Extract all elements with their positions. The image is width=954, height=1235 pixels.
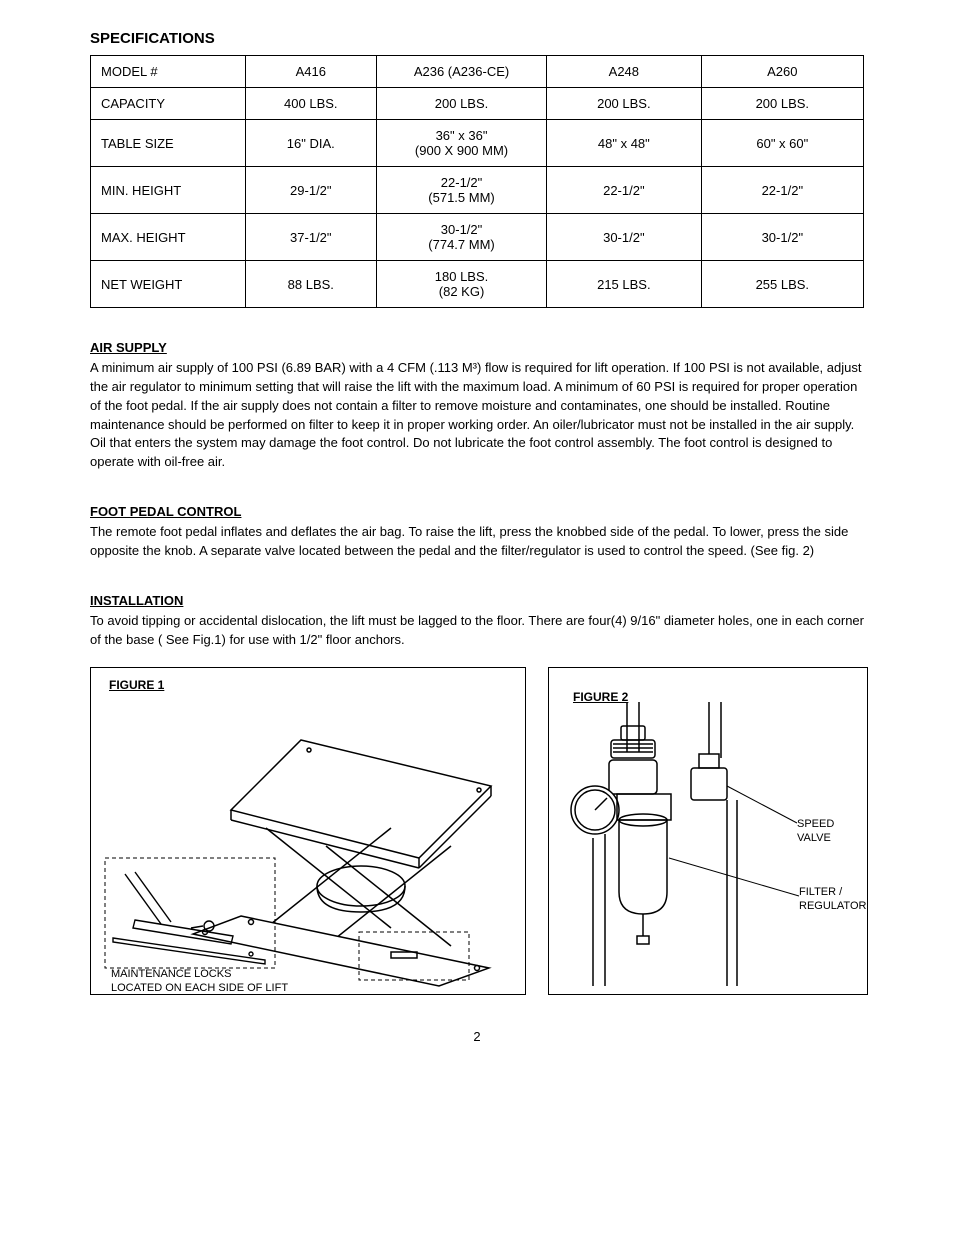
table-header-row: MODEL # A416 A236 (A236-CE) A248 A260 bbox=[91, 56, 864, 88]
section-head-foot-pedal: FOOT PEDAL CONTROL bbox=[90, 504, 864, 519]
figure-2-speed-valve-label-right: SPEED VALVE bbox=[797, 818, 834, 844]
table-cell: 180 LBS. (82 KG) bbox=[377, 261, 547, 308]
table-row: TABLE SIZE 16" DIA. 36" x 36" (900 X 900… bbox=[91, 120, 864, 167]
table-cell: 200 LBS. bbox=[377, 88, 547, 120]
table-cell: 200 LBS. bbox=[547, 88, 702, 120]
table-rowhead: TABLE SIZE bbox=[91, 120, 246, 167]
table-rowhead: NET WEIGHT bbox=[91, 261, 246, 308]
table-header-cell: A416 bbox=[245, 56, 376, 88]
table-cell: 29-1/2" bbox=[245, 167, 376, 214]
table-cell: 48" x 48" bbox=[547, 120, 702, 167]
table-row: CAPACITY 400 LBS. 200 LBS. 200 LBS. 200 … bbox=[91, 88, 864, 120]
table-cell: 215 LBS. bbox=[547, 261, 702, 308]
table-header-cell: A260 bbox=[701, 56, 863, 88]
table-row: NET WEIGHT 88 LBS. 180 LBS. (82 KG) 215 … bbox=[91, 261, 864, 308]
figure-1-box: FIGURE 1 bbox=[90, 667, 526, 995]
page-number: 2 bbox=[90, 1029, 864, 1044]
table-cell: 22-1/2" bbox=[547, 167, 702, 214]
figure-1-drawing bbox=[91, 668, 527, 996]
figure-2-label: FIGURE 2 bbox=[573, 690, 628, 704]
table-rowhead: MIN. HEIGHT bbox=[91, 167, 246, 214]
table-row: MAX. HEIGHT 37-1/2" 30-1/2" (774.7 MM) 3… bbox=[91, 214, 864, 261]
table-cell: 37-1/2" bbox=[245, 214, 376, 261]
table-cell: 400 LBS. bbox=[245, 88, 376, 120]
figure-row: FIGURE 1 bbox=[90, 667, 864, 995]
table-header-cell: MODEL # bbox=[91, 56, 246, 88]
section-body-air-supply: A minimum air supply of 100 PSI (6.89 BA… bbox=[90, 359, 864, 472]
table-cell: 255 LBS. bbox=[701, 261, 863, 308]
section-body-installation: To avoid tipping or accidental dislocati… bbox=[90, 612, 864, 650]
section-head-air-supply: AIR SUPPLY bbox=[90, 340, 864, 355]
table-cell: 200 LBS. bbox=[701, 88, 863, 120]
table-cell: 60" x 60" bbox=[701, 120, 863, 167]
table-header-cell: A248 bbox=[547, 56, 702, 88]
figure-1-detail-caption: MAINTENANCE LOCKS LOCATED ON EACH SIDE O… bbox=[111, 968, 288, 994]
table-cell: 88 LBS. bbox=[245, 261, 376, 308]
table-cell: 22-1/2" (571.5 MM) bbox=[377, 167, 547, 214]
figure-2-box: FIGURE 2 bbox=[548, 667, 868, 995]
figure-2-regulator-label: FILTER / REGULATOR bbox=[799, 886, 866, 912]
spec-table: MODEL # A416 A236 (A236-CE) A248 A260 CA… bbox=[90, 55, 864, 308]
section-body-foot-pedal: The remote foot pedal inflates and defla… bbox=[90, 523, 864, 561]
table-rowhead: MAX. HEIGHT bbox=[91, 214, 246, 261]
table-cell: 30-1/2" bbox=[547, 214, 702, 261]
table-header-cell: A236 (A236-CE) bbox=[377, 56, 547, 88]
table-cell: 30-1/2" bbox=[701, 214, 863, 261]
figure-1-label: FIGURE 1 bbox=[109, 678, 164, 692]
table-cell: 16" DIA. bbox=[245, 120, 376, 167]
page-title: SPECIFICATIONS bbox=[90, 30, 864, 47]
table-rowhead: CAPACITY bbox=[91, 88, 246, 120]
table-cell: 36" x 36" (900 X 900 MM) bbox=[377, 120, 547, 167]
table-cell: 30-1/2" (774.7 MM) bbox=[377, 214, 547, 261]
table-cell: 22-1/2" bbox=[701, 167, 863, 214]
section-head-installation: INSTALLATION bbox=[90, 593, 864, 608]
table-row: MIN. HEIGHT 29-1/2" 22-1/2" (571.5 MM) 2… bbox=[91, 167, 864, 214]
